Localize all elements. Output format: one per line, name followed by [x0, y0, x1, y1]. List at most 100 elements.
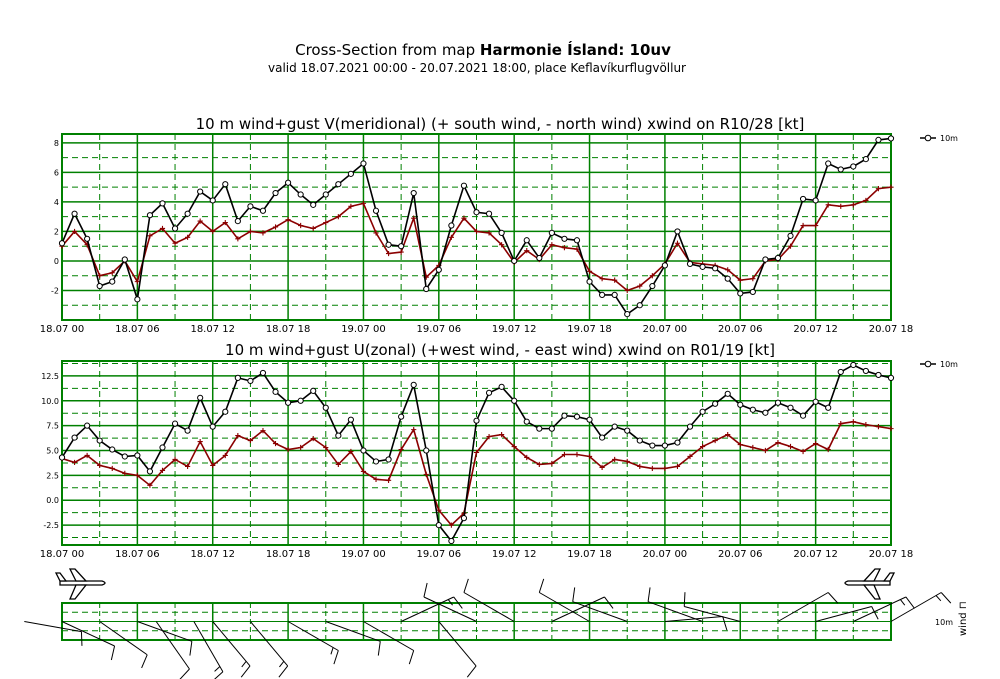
- panelv-series-10m-point: [624, 310, 631, 318]
- panelu-series-gust-point: [71, 459, 78, 466]
- panelv-series-gust-point: [71, 228, 78, 235]
- panelv-series-gust-point: [800, 222, 806, 229]
- panelv-series-10m-point: [787, 232, 794, 239]
- panelv-series-10m-point: [737, 290, 744, 297]
- wind-barb-feather: [189, 641, 193, 656]
- wind-barb-feather: [423, 582, 428, 598]
- panelu-series-gust-point: [235, 432, 241, 439]
- panelv-series-gust-point: [147, 233, 153, 239]
- panelv-series-gust-point: [599, 276, 605, 282]
- wind-barb-feather: [333, 650, 339, 665]
- panelv-series-10m-point: [485, 210, 493, 217]
- panelu-series-10m-point: [184, 427, 191, 434]
- airplane-icon-right: [844, 568, 896, 600]
- panelu-series-gust-point: [699, 443, 706, 450]
- panelv-series-gust-point: [473, 228, 480, 235]
- panelu-series-10m-point: [410, 381, 417, 388]
- panelu-xtick-label: 18.07 06: [115, 549, 160, 560]
- panelu-series-gust-point: [159, 467, 166, 474]
- panel-u-zonal: -2.5 0.0 2.5 5.0 7.5 10.0 12.5 18.07 00 18.07 06…: [40, 360, 913, 560]
- wind-barb: [155, 621, 190, 679]
- wind-barb-shaft: [890, 592, 942, 622]
- panelv-series-10m-point: [171, 225, 179, 232]
- panelu-series-gust-point: [210, 462, 216, 469]
- panelu-series-gust-point: [637, 463, 643, 470]
- panel-v-title: 10 m wind+gust V(meridional) (+ south wi…: [196, 115, 805, 133]
- panelu-series-10m-point: [109, 446, 116, 453]
- panelu-series-gust-point: [586, 453, 593, 460]
- panel-wind-barbs: [24, 578, 952, 679]
- panelv-series-10m-point: [812, 197, 819, 204]
- panelv-series-gust-point: [348, 203, 354, 209]
- panelv-series-gust-point: [323, 219, 329, 226]
- wind-barb-shaft: [539, 592, 590, 622]
- panelv-series-10m-point: [385, 241, 392, 248]
- wind-barb-half-feather: [279, 661, 285, 668]
- wind-barb-shaft: [647, 601, 703, 622]
- panelv-series-10m-point: [58, 240, 66, 247]
- panelu-series-gust-point: [398, 446, 404, 453]
- panelu-series-gust-point: [109, 465, 115, 472]
- panelv-series-10m-point: [523, 237, 530, 244]
- wind-barb-feather: [408, 650, 415, 665]
- panelv-series-10m-point: [686, 260, 694, 268]
- panelv-series-10m-point: [712, 265, 719, 272]
- panelu-series-gust-point: [423, 471, 429, 477]
- panelv-series-gust-point: [134, 279, 140, 285]
- panelu-series-10m-point: [96, 437, 103, 444]
- panelv-series-gust-point: [499, 242, 505, 248]
- panelu-series-10m-point: [686, 423, 694, 430]
- panelv-series-gust-point: [448, 234, 454, 240]
- wind-barb-feather: [377, 641, 381, 656]
- panelu-series-gust-point: [197, 438, 203, 445]
- panelv-series-gust-point: [310, 225, 316, 232]
- panelu-series-gust-point: [222, 452, 228, 459]
- chart-subtitle: valid 18.07.2021 00:00 - 20.07.2021 18:0…: [268, 61, 686, 75]
- panelu-series-10m-point: [435, 522, 442, 529]
- panelv-series-gust-point: [612, 277, 618, 283]
- panelv-series-gust-point: [235, 236, 241, 242]
- panel-v-meridional: -2 0 2 4 6 8 18.07 00 18.07 06 18.07 12 18.07 18 1…: [40, 133, 913, 335]
- panelv-series-10m-point: [460, 182, 468, 189]
- panelu-series-gust-point: [762, 447, 768, 454]
- panelu-series-gust-point: [360, 468, 367, 474]
- panelv-series-10m-point: [799, 195, 807, 203]
- panelu-xtick-label: 20.07 06: [718, 549, 763, 560]
- panelv-series-gust-point: [335, 214, 341, 220]
- panelu-series-10m-point: [347, 416, 354, 423]
- panelv-ytick-label: 6: [54, 168, 59, 177]
- panelv-series-10m-point: [297, 191, 304, 198]
- panelu-series-10m-point: [84, 422, 91, 429]
- panelv-series-gust-point: [624, 287, 630, 294]
- wind-barb: [572, 587, 628, 622]
- wind-barb-feather: [453, 596, 463, 609]
- panelv-series-10m-point: [862, 155, 869, 163]
- panelv-series-gust-point: [637, 283, 643, 289]
- wind-barb-feather: [463, 578, 469, 593]
- wind-barb: [287, 621, 339, 665]
- wind-barb: [250, 621, 289, 678]
- panelu-series-10m-point: [825, 404, 832, 411]
- panelu-series-10m-point: [222, 408, 229, 415]
- wind-barb-shaft: [664, 615, 723, 622]
- panelu-series-gust-point: [599, 464, 605, 471]
- panelv-series-gust-point: [360, 200, 367, 206]
- panelu-series-10m-point: [599, 434, 606, 441]
- panelv-series-gust-point: [222, 219, 228, 226]
- panelu-series-10m-point: [749, 406, 756, 413]
- panelu-series-10m-point: [862, 367, 869, 375]
- panelu-series-10m-point: [850, 361, 857, 369]
- panelu-series-gust-point: [335, 461, 341, 468]
- panelv-series-gust-point: [461, 215, 467, 221]
- panelu-series-gust-point: [499, 432, 505, 438]
- panelv-series-10m-point: [724, 275, 731, 282]
- panelv-series-10m-point: [674, 228, 681, 235]
- panelu-series-gust-point: [775, 439, 781, 446]
- panelv-series-gust-point: [825, 202, 831, 208]
- panelu-series-10m-point: [573, 413, 581, 420]
- panelv-series-gust-point: [737, 277, 743, 283]
- panelu-series-10m-point: [423, 447, 430, 454]
- panelv-series-10m-point: [310, 201, 317, 208]
- panelv-xtick-label: 20.07 06: [718, 324, 763, 335]
- wind-barb-feather: [647, 587, 651, 602]
